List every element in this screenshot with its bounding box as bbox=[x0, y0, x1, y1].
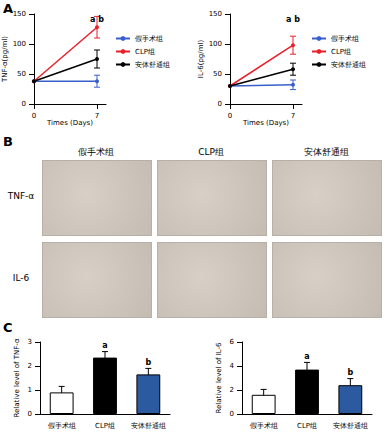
svg-text:TNF-α(pg/ml): TNF-α(pg/ml) bbox=[1, 36, 9, 83]
svg-text:7: 7 bbox=[95, 112, 99, 120]
svg-text:假手术组: 假手术组 bbox=[135, 35, 163, 43]
svg-text:6: 6 bbox=[230, 338, 235, 346]
html-text:假手术组: 假手术组 bbox=[78, 147, 114, 157]
svg-text:IL-6(pg/ml): IL-6(pg/ml) bbox=[197, 40, 205, 79]
svg-text:a: a bbox=[102, 341, 107, 350]
html-text:IL-6: IL-6 bbox=[12, 273, 30, 283]
svg-text:a: a bbox=[304, 352, 309, 361]
svg-text:b: b bbox=[145, 358, 151, 367]
svg-text:Relative level of TNF-α: Relative level of TNF-α bbox=[13, 338, 21, 417]
svg-text:安体舒通组: 安体舒通组 bbox=[135, 61, 170, 69]
svg-text:50: 50 bbox=[213, 70, 222, 78]
svg-text:Relative level of IL-6: Relative level of IL-6 bbox=[215, 342, 223, 414]
svg-text:Times (Days): Times (Days) bbox=[46, 119, 93, 127]
svg-text:CLP组: CLP组 bbox=[297, 422, 317, 430]
svg-text:2: 2 bbox=[28, 362, 32, 370]
svg-text:100: 100 bbox=[13, 40, 26, 48]
svg-text:0: 0 bbox=[32, 112, 36, 120]
svg-text:CLP组: CLP组 bbox=[95, 422, 115, 430]
svg-text:CLP组: CLP组 bbox=[331, 48, 351, 56]
html-text:C: C bbox=[3, 320, 13, 335]
svg-text:4: 4 bbox=[230, 362, 235, 370]
svg-text:0: 0 bbox=[28, 410, 32, 418]
svg-text:Times (Days): Times (Days) bbox=[242, 119, 289, 127]
html-text:A: A bbox=[3, 1, 14, 16]
svg-text:150: 150 bbox=[13, 10, 26, 18]
svg-text:假手术组: 假手术组 bbox=[48, 422, 76, 430]
html-text:B: B bbox=[3, 134, 13, 149]
svg-text:假手术组: 假手术组 bbox=[331, 35, 359, 43]
svg-text:3: 3 bbox=[28, 338, 32, 346]
svg-text:安体舒通组: 安体舒通组 bbox=[333, 422, 368, 430]
svg-text:假手术组: 假手术组 bbox=[250, 422, 278, 430]
svg-text:7: 7 bbox=[291, 112, 295, 120]
svg-text:安体舒通组: 安体舒通组 bbox=[331, 61, 366, 69]
svg-text:a b: a b bbox=[90, 15, 104, 24]
svg-text:50: 50 bbox=[17, 70, 26, 78]
svg-text:1: 1 bbox=[28, 386, 32, 394]
html-text:TNF-α: TNF-α bbox=[7, 191, 35, 201]
svg-text:CLP组: CLP组 bbox=[135, 48, 155, 56]
svg-text:150: 150 bbox=[209, 10, 222, 18]
svg-text:0: 0 bbox=[230, 410, 234, 418]
svg-text:100: 100 bbox=[209, 40, 222, 48]
svg-text:安体舒通组: 安体舒通组 bbox=[131, 422, 166, 430]
svg-text:2: 2 bbox=[230, 386, 234, 394]
svg-text:0: 0 bbox=[22, 100, 26, 108]
svg-text:0: 0 bbox=[228, 112, 232, 120]
svg-text:b: b bbox=[347, 368, 353, 377]
html-text:CLP组: CLP组 bbox=[198, 147, 224, 157]
svg-text:0: 0 bbox=[218, 100, 222, 108]
html-text:安体舒通组: 安体舒通组 bbox=[303, 147, 349, 157]
svg-text:a b: a b bbox=[286, 15, 300, 24]
